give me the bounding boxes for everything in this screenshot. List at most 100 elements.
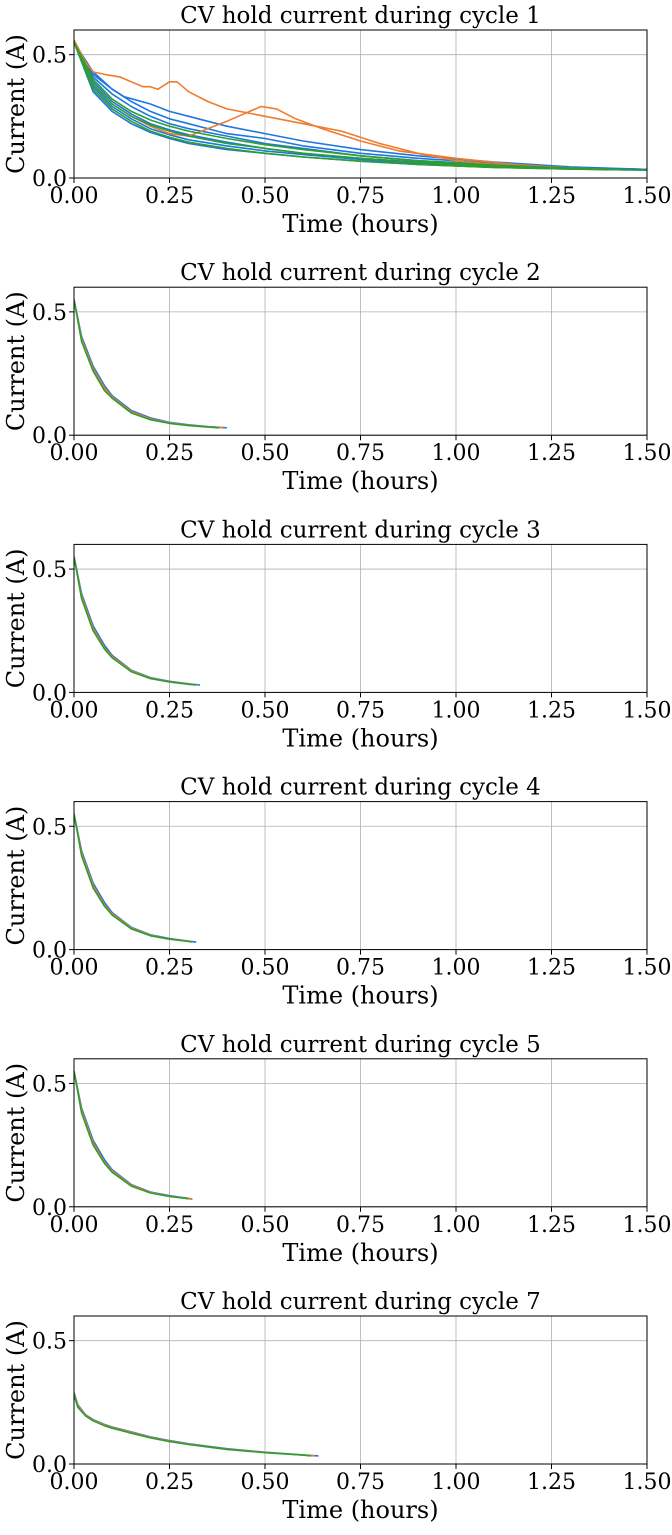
series-line-2	[74, 1393, 315, 1457]
x-tick-label: 1.25	[527, 1213, 576, 1238]
chart-panel-6: CV hold current during cycle 7 0.00 0.25 0.…	[2, 1289, 671, 1524]
series-group	[74, 1070, 193, 1200]
x-tick-label: 0.50	[241, 184, 290, 209]
chart-title: CV hold current during cycle 5	[180, 1032, 541, 1058]
x-axis-label: Time (hours)	[282, 724, 438, 752]
y-tick-label: 0.0	[32, 681, 67, 706]
x-tick-label: 1.25	[527, 441, 576, 466]
series-line-1	[74, 556, 201, 686]
x-tick-label: 1.00	[432, 184, 481, 209]
x-tick-label: 1.00	[432, 441, 481, 466]
x-tick-label: 0.00	[50, 1213, 99, 1238]
y-axis-label: Current (A)	[2, 1063, 30, 1203]
series-line-1	[74, 1392, 319, 1457]
x-tick-label: 1.25	[527, 184, 576, 209]
x-tick-label: 0.00	[50, 956, 99, 981]
series-line-3	[74, 556, 197, 686]
x-tick-label: 0.75	[336, 1470, 385, 1495]
x-tick-label: 1.00	[432, 698, 481, 723]
series-line-1	[74, 299, 227, 429]
chart-panel-4: CV hold current during cycle 4 0.00 0.25 0.…	[2, 775, 671, 1010]
x-tick-label: 1.25	[527, 956, 576, 981]
x-tick-label: 0.75	[336, 698, 385, 723]
x-tick-label: 0.00	[50, 698, 99, 723]
chart-panel-1: CV hold current during cycle 1 0.00 0.25 0.…	[2, 3, 671, 238]
series-line-10	[74, 41, 628, 171]
x-tick-label: 0.25	[145, 956, 194, 981]
series-line-3	[74, 299, 220, 429]
chart-panel-5: CV hold current during cycle 5 0.00 0.25 0.…	[2, 1032, 671, 1267]
x-axis-label: Time (hours)	[282, 982, 438, 1010]
series-group	[74, 556, 201, 686]
y-tick-label: 0.5	[32, 558, 67, 583]
chart-title: CV hold current during cycle 4	[180, 775, 541, 801]
series-line-1	[74, 1070, 193, 1200]
x-tick-label: 0.00	[50, 184, 99, 209]
series-line-3	[74, 813, 193, 943]
y-tick-label: 0.5	[32, 44, 67, 69]
x-tick-label: 1.00	[432, 956, 481, 981]
x-tick-label: 0.75	[336, 441, 385, 466]
x-tick-label: 0.25	[145, 698, 194, 723]
x-axis-label: Time (hours)	[282, 1239, 438, 1267]
series-line-9	[74, 41, 647, 171]
series-line-1	[74, 813, 197, 943]
series-line-3	[74, 1070, 189, 1200]
x-tick-label: 1.25	[527, 698, 576, 723]
x-tick-label: 0.00	[50, 1470, 99, 1495]
axes-frame	[73, 1315, 648, 1465]
chart-title: CV hold current during cycle 1	[180, 3, 541, 29]
y-tick-label: 0.5	[32, 301, 67, 326]
axes-frame	[73, 29, 648, 179]
y-tick-label: 0.5	[32, 1072, 67, 1097]
y-axis-label: Current (A)	[2, 1320, 30, 1460]
axes-frame	[73, 801, 648, 951]
x-axis-label: Time (hours)	[282, 210, 438, 238]
axes-frame	[73, 1058, 648, 1208]
x-tick-label: 1.00	[432, 1470, 481, 1495]
x-tick-label: 1.50	[623, 698, 672, 723]
series-group	[74, 1392, 319, 1457]
x-tick-label: 1.50	[623, 441, 672, 466]
series-line-2	[74, 299, 224, 429]
axes-frame	[73, 286, 648, 436]
x-axis-label: Time (hours)	[282, 1496, 438, 1524]
chart-panel-2: CV hold current during cycle 2 0.00 0.25 0.…	[2, 260, 671, 495]
x-tick-label: 0.75	[336, 184, 385, 209]
x-tick-label: 0.50	[241, 956, 290, 981]
chart-title: CV hold current during cycle 7	[180, 1289, 541, 1315]
y-axis-label: Current (A)	[2, 34, 30, 174]
x-tick-label: 1.50	[623, 956, 672, 981]
x-tick-label: 1.50	[623, 1213, 672, 1238]
y-tick-label: 0.0	[32, 939, 67, 964]
y-axis-label: Current (A)	[2, 549, 30, 689]
series-group	[74, 39, 647, 171]
series-line-3	[74, 1394, 311, 1457]
x-axis-label: Time (hours)	[282, 467, 438, 495]
y-tick-label: 0.0	[32, 424, 67, 449]
x-tick-label: 1.50	[623, 184, 672, 209]
y-tick-label: 0.0	[32, 167, 67, 192]
y-tick-label: 0.5	[32, 1330, 67, 1355]
y-tick-label: 0.5	[32, 815, 67, 840]
series-line-7	[74, 39, 609, 171]
y-axis-label: Current (A)	[2, 806, 30, 946]
series-line-2	[74, 556, 197, 686]
chart-title: CV hold current during cycle 2	[180, 260, 541, 286]
x-tick-label: 0.25	[145, 184, 194, 209]
series-group	[74, 813, 197, 943]
series-line-11	[74, 41, 609, 171]
x-tick-label: 0.50	[241, 441, 290, 466]
x-tick-label: 0.50	[241, 698, 290, 723]
series-group	[74, 299, 227, 429]
x-tick-label: 0.25	[145, 1470, 194, 1495]
x-tick-label: 1.50	[623, 1470, 672, 1495]
x-tick-label: 1.25	[527, 1470, 576, 1495]
x-tick-label: 0.50	[241, 1470, 290, 1495]
y-tick-label: 0.0	[32, 1196, 67, 1221]
x-tick-label: 0.25	[145, 1213, 194, 1238]
x-tick-label: 0.75	[336, 1213, 385, 1238]
chart-panel-3: CV hold current during cycle 3 0.00 0.25 0.…	[2, 517, 671, 752]
x-tick-label: 0.00	[50, 441, 99, 466]
